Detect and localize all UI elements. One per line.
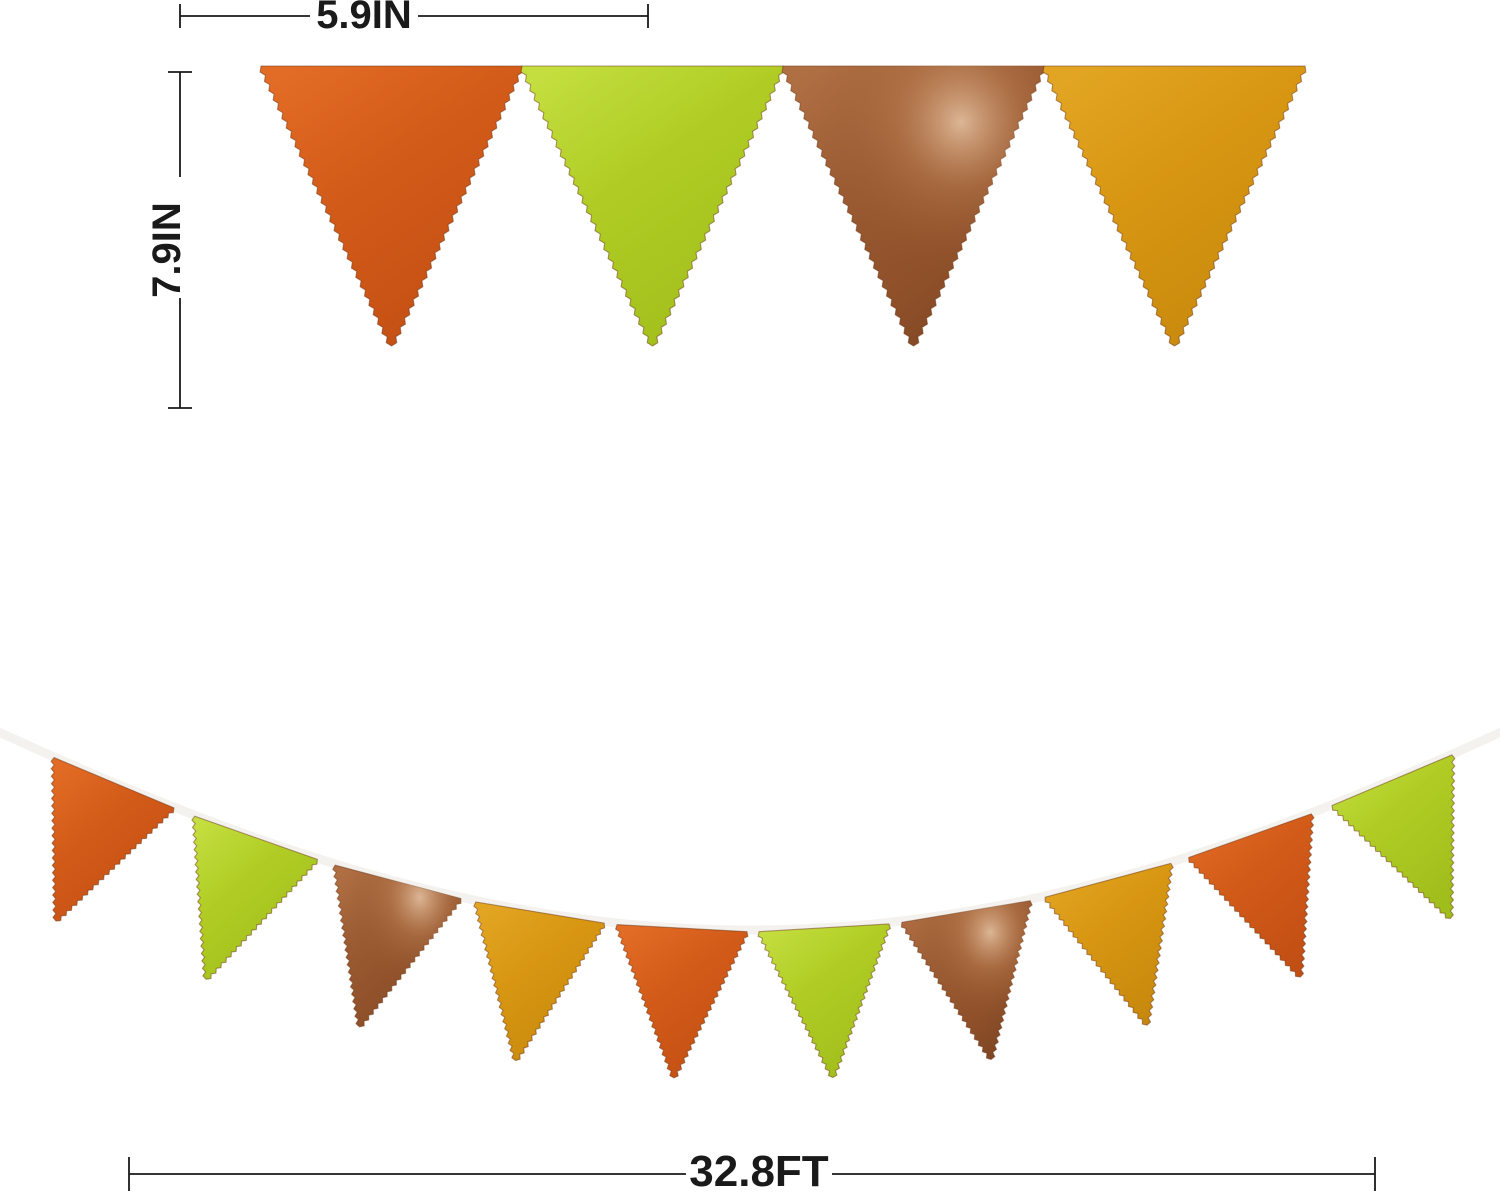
svg-text:7.9IN: 7.9IN <box>145 202 189 298</box>
svg-text:5.9IN: 5.9IN <box>316 0 412 37</box>
svg-text:32.8FT: 32.8FT <box>689 1147 829 1196</box>
